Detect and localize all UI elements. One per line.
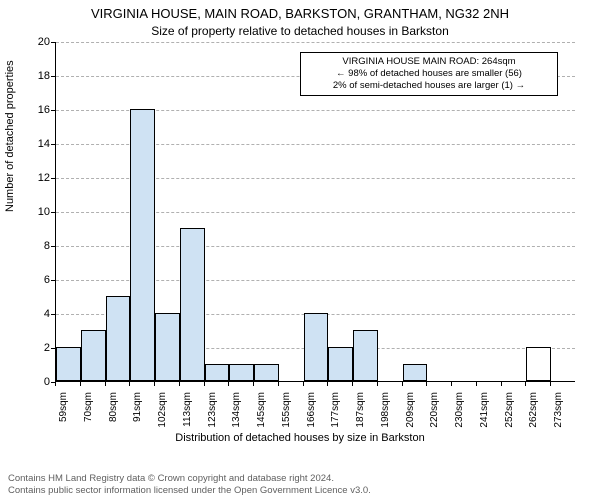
x-tick-label: 241sqm — [479, 392, 490, 428]
bar — [254, 364, 279, 381]
y-tick-label: 0 — [30, 376, 50, 388]
bar — [304, 313, 329, 381]
bar — [328, 347, 353, 381]
x-tick-label: 166sqm — [306, 392, 317, 428]
bar — [155, 313, 180, 381]
y-tick-label: 2 — [30, 342, 50, 354]
x-tick-label: 145sqm — [256, 392, 267, 428]
x-tick-label: 262sqm — [528, 392, 539, 428]
footer-text: Contains HM Land Registry data © Crown c… — [8, 473, 371, 496]
x-tick-label: 198sqm — [380, 392, 391, 428]
x-tick-label: 134sqm — [231, 392, 242, 428]
x-tick-label: 155sqm — [281, 392, 292, 428]
bar — [229, 364, 254, 381]
footer-line: Contains HM Land Registry data © Crown c… — [8, 473, 371, 484]
y-tick-label: 8 — [30, 240, 50, 252]
x-tick-label: 252sqm — [504, 392, 515, 428]
bar-highlight — [526, 347, 551, 381]
bar — [403, 364, 428, 381]
x-tick-label: 113sqm — [182, 392, 193, 427]
x-tick-label: 187sqm — [355, 392, 366, 428]
x-axis-label: Distribution of detached houses by size … — [0, 432, 600, 444]
y-tick-label: 16 — [30, 104, 50, 116]
bar — [106, 296, 131, 381]
annotation-box: VIRGINIA HOUSE MAIN ROAD: 264sqm ← 98% o… — [300, 52, 558, 96]
bar — [130, 109, 155, 381]
x-tick-label: 123sqm — [207, 392, 218, 428]
y-axis-label: Number of detached properties — [4, 60, 16, 212]
x-tick-label: 209sqm — [405, 392, 416, 428]
bar — [180, 228, 205, 381]
annotation-line: VIRGINIA HOUSE MAIN ROAD: 264sqm — [306, 56, 552, 68]
y-tick-label: 18 — [30, 70, 50, 82]
x-tick-label: 91sqm — [132, 392, 143, 422]
footer-line: Contains public sector information licen… — [8, 485, 371, 496]
bar — [205, 364, 230, 381]
bar — [81, 330, 106, 381]
bar — [56, 347, 81, 381]
annotation-line: ← 98% of detached houses are smaller (56… — [306, 68, 552, 80]
y-tick-label: 14 — [30, 138, 50, 150]
bar — [353, 330, 378, 381]
y-tick-label: 12 — [30, 172, 50, 184]
x-tick-label: 59sqm — [58, 392, 69, 422]
y-tick-label: 10 — [30, 206, 50, 218]
x-tick-label: 80sqm — [108, 392, 119, 422]
chart-container: VIRGINIA HOUSE, MAIN ROAD, BARKSTON, GRA… — [0, 0, 600, 500]
y-tick-label: 4 — [30, 308, 50, 320]
x-tick-label: 273sqm — [553, 392, 564, 428]
chart-title: VIRGINIA HOUSE, MAIN ROAD, BARKSTON, GRA… — [0, 6, 600, 21]
annotation-line: 2% of semi-detached houses are larger (1… — [306, 80, 552, 92]
y-tick-label: 20 — [30, 36, 50, 48]
x-tick-label: 220sqm — [429, 392, 440, 428]
chart-subtitle: Size of property relative to detached ho… — [0, 24, 600, 38]
x-tick-label: 102sqm — [157, 392, 168, 428]
x-tick-label: 70sqm — [83, 392, 94, 422]
x-tick-label: 177sqm — [330, 392, 341, 428]
x-tick-label: 230sqm — [454, 392, 465, 428]
y-tick-label: 6 — [30, 274, 50, 286]
